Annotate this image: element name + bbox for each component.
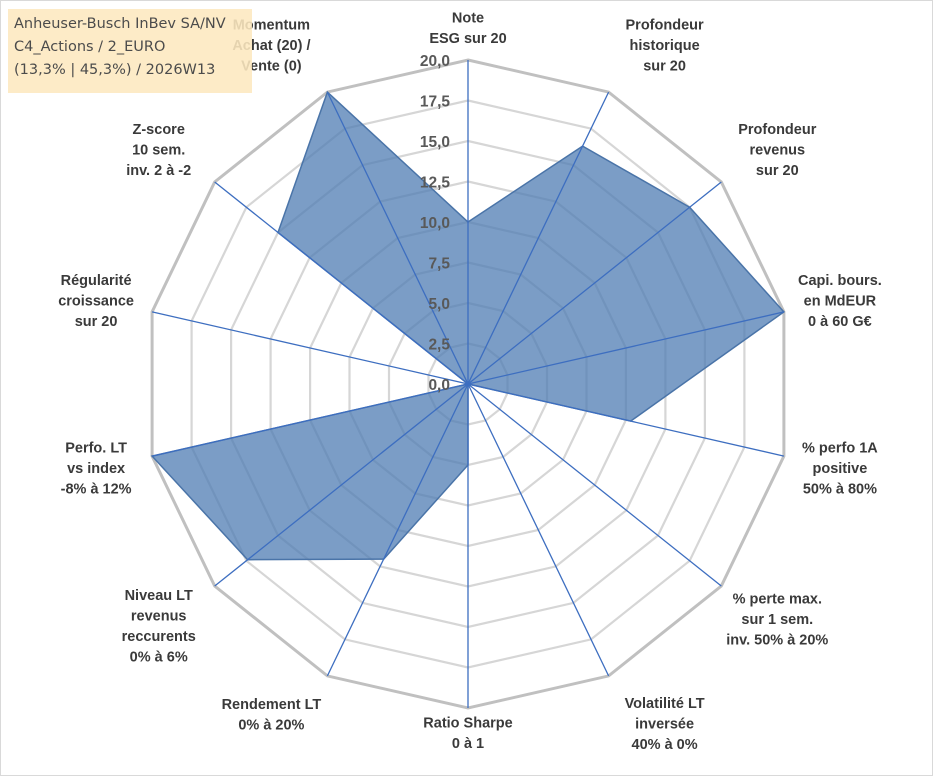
tick-label-8: 20,0 bbox=[420, 53, 450, 70]
axis-label-9-line-2: reccurents bbox=[122, 629, 196, 645]
axis-label-3: Capi. bours. en MdEUR 0 à 60 G€ bbox=[798, 273, 882, 330]
axis-spoke-1 bbox=[467, 91, 610, 385]
axis-label-9-line-0: Niveau LT bbox=[125, 588, 193, 604]
axis-label-4: % perfo 1A positive 50% à 80% bbox=[802, 441, 878, 498]
axis-spoke-10 bbox=[151, 383, 469, 457]
axis-label-10: Perfo. LT vs index -8% à 12% bbox=[61, 441, 132, 498]
axis-label-10-line-1: vs index bbox=[67, 461, 125, 477]
axis-label-7-line-0: Ratio Sharpe bbox=[423, 716, 512, 732]
axis-label-6-line-1: inversée bbox=[635, 717, 694, 733]
axis-label-8: Rendement LT 0% à 20% bbox=[222, 697, 322, 734]
axis-spoke-9 bbox=[214, 383, 469, 587]
axis-label-5-line-1: sur 1 sem. bbox=[741, 612, 813, 628]
axis-label-2-line-0: Profondeur bbox=[738, 122, 816, 138]
tick-label-7: 17,5 bbox=[420, 94, 451, 111]
tick-label-3: 7,5 bbox=[428, 256, 450, 273]
axis-spoke-4 bbox=[467, 383, 785, 457]
tick-label-2: 5,0 bbox=[428, 296, 450, 313]
axis-label-5-line-2: inv. 50% à 20% bbox=[726, 633, 828, 649]
axis-label-0-line-1: ESG sur 20 bbox=[429, 31, 506, 47]
radial-tick-labels: 0,0 2,5 5,0 7,5 10,0 12,5 15,0 17,5 20,0 bbox=[420, 53, 451, 394]
axis-label-5: % perte max. sur 1 sem. inv. 50% à 20% bbox=[726, 592, 828, 649]
axis-label-1-line-1: historique bbox=[630, 38, 700, 54]
axis-label-13-line-2: Vente (0) bbox=[241, 58, 302, 74]
tick-label-4: 10,0 bbox=[420, 215, 450, 232]
axis-label-5-line-0: % perte max. bbox=[733, 592, 822, 608]
axis-label-4-line-2: 50% à 80% bbox=[803, 482, 877, 498]
axis-label-12-line-0: Z-score bbox=[133, 122, 185, 138]
axis-spoke-11 bbox=[151, 311, 469, 385]
axis-labels: Note ESG sur 20 Profondeur historique sur 20… bbox=[58, 11, 882, 754]
axis-label-0-line-0: Note bbox=[452, 11, 484, 27]
axis-label-3-line-1: en MdEUR bbox=[804, 293, 877, 309]
axis-label-4-line-1: positive bbox=[813, 461, 868, 477]
title-line-1: Anheuser-Busch InBev SA/NV bbox=[14, 16, 226, 32]
axis-label-12-line-1: 10 sem. bbox=[132, 142, 185, 158]
tick-label-6: 15,0 bbox=[420, 134, 450, 151]
axis-label-1-line-0: Profondeur bbox=[626, 17, 704, 33]
axis-label-8-line-0: Rendement LT bbox=[222, 697, 322, 713]
title-line-2: C4_Actions / 2_EURO bbox=[14, 39, 166, 55]
axis-label-11: Régularité croissance sur 20 bbox=[58, 273, 134, 330]
axis-spoke-2 bbox=[467, 181, 722, 385]
tick-label-5: 12,5 bbox=[420, 175, 451, 192]
axis-label-11-line-2: sur 20 bbox=[75, 314, 118, 330]
axis-label-2-line-2: sur 20 bbox=[756, 163, 799, 179]
axis-label-11-line-0: Régularité bbox=[61, 273, 132, 289]
axis-spoke-6 bbox=[467, 383, 610, 677]
axis-label-1: Profondeur historique sur 20 bbox=[626, 17, 704, 74]
axis-label-4-line-0: % perfo 1A bbox=[802, 441, 878, 457]
axis-label-9-line-3: 0% à 6% bbox=[130, 649, 188, 665]
axis-spoke-12 bbox=[214, 181, 469, 385]
axis-label-9-line-1: revenus bbox=[131, 608, 187, 624]
axis-spoke-13 bbox=[326, 91, 469, 385]
axis-label-3-line-0: Capi. bours. bbox=[798, 273, 882, 289]
axis-spoke-3 bbox=[467, 311, 785, 385]
axis-label-12-line-2: inv. 2 à -2 bbox=[126, 163, 191, 179]
axis-label-13-line-0: Momentum bbox=[233, 17, 310, 33]
axis-label-0: Note ESG sur 20 bbox=[429, 11, 506, 48]
axis-label-6: Volatilité LT inversée 40% à 0% bbox=[625, 696, 705, 753]
tick-label-1: 2,5 bbox=[428, 337, 450, 354]
title-line-3: (13,3% | 45,3%) / 2026W13 bbox=[14, 62, 216, 78]
axis-label-10-line-2: -8% à 12% bbox=[61, 482, 132, 498]
axis-label-8-line-1: 0% à 20% bbox=[238, 718, 304, 734]
axis-label-10-line-0: Perfo. LT bbox=[65, 441, 127, 457]
axis-label-6-line-2: 40% à 0% bbox=[632, 737, 698, 753]
axis-label-7-line-1: 0 à 1 bbox=[452, 736, 484, 752]
axis-label-2-line-1: revenus bbox=[749, 142, 805, 158]
axis-label-2: Profondeur revenus sur 20 bbox=[738, 122, 816, 179]
axis-label-3-line-2: 0 à 60 G€ bbox=[808, 314, 872, 330]
tick-label-0: 0,0 bbox=[428, 377, 450, 394]
axis-label-9: Niveau LT revenus reccurents 0% à 6% bbox=[122, 588, 196, 666]
axis-label-12: Z-score 10 sem. inv. 2 à -2 bbox=[126, 122, 191, 179]
axis-label-1-line-2: sur 20 bbox=[643, 58, 686, 74]
axis-label-7: Ratio Sharpe 0 à 1 bbox=[423, 716, 512, 753]
axis-spokes bbox=[151, 60, 785, 708]
axis-spoke-5 bbox=[467, 383, 722, 587]
axis-label-11-line-1: croissance bbox=[58, 293, 134, 309]
axis-label-6-line-0: Volatilité LT bbox=[625, 696, 705, 712]
axis-spoke-8 bbox=[326, 383, 469, 677]
chart-title-box: Anheuser-Busch InBev SA/NV C4_Actions / … bbox=[8, 9, 252, 93]
